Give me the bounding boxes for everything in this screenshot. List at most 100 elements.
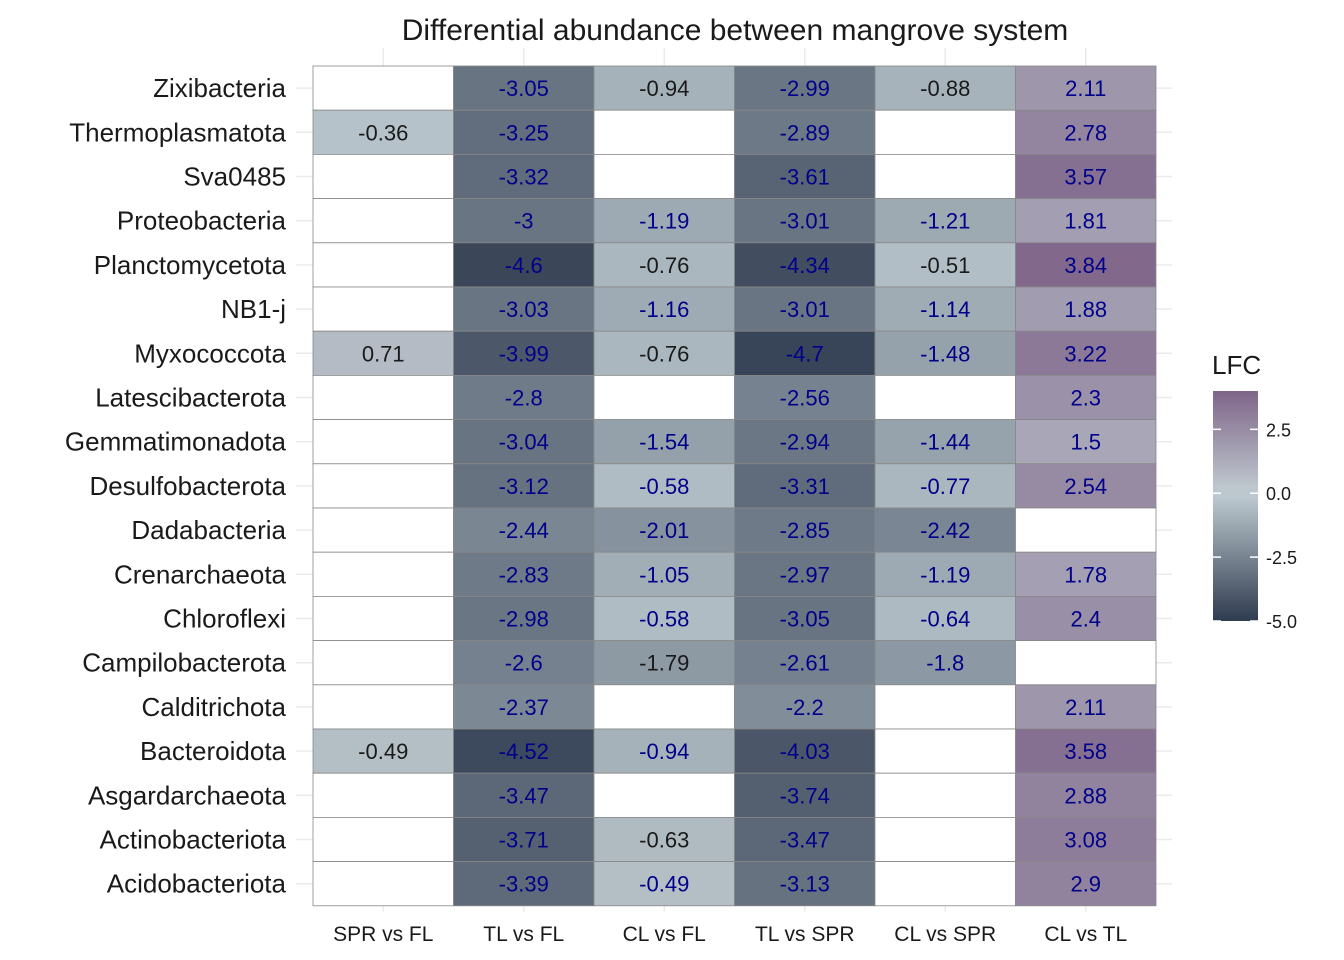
heatmap-cell — [734, 419, 876, 465]
heatmap-cell — [593, 242, 735, 288]
heatmap-cell — [734, 772, 876, 818]
heatmap-cell — [453, 419, 595, 465]
heatmap-cell — [874, 861, 1016, 907]
cell-value-label: 3.22 — [1064, 341, 1107, 366]
heatmap-cell — [874, 242, 1016, 288]
cell-value-label: -3.05 — [780, 607, 830, 632]
heatmap-cell — [453, 330, 595, 376]
cell-value-label: -3.32 — [499, 165, 549, 190]
heatmap-cell — [593, 551, 735, 597]
heatmap-cell — [1015, 374, 1157, 420]
y-tick-label: Sva0485 — [183, 162, 286, 192]
heatmap-cell — [312, 65, 454, 111]
heatmap-cell — [312, 242, 454, 288]
y-tick-label: Actinobacteriota — [100, 825, 287, 855]
heatmap-cell — [1015, 286, 1157, 332]
cell-value-label: 3.08 — [1064, 828, 1107, 853]
cell-value-label: 2.3 — [1070, 386, 1101, 411]
cell-value-label: -3.31 — [780, 474, 830, 499]
x-tick-label: TL vs SPR — [755, 923, 855, 946]
cell-value-label: -3.71 — [499, 828, 549, 853]
y-tick-label: Latescibacterota — [95, 383, 286, 413]
heatmap-cells: -3.05 -0.94 -2.99 -0.88 2.11 -0.36 -3.25 -2.89 2… — [312, 65, 1157, 907]
heatmap-cell — [874, 109, 1016, 155]
cell-value-label: -3.61 — [780, 165, 830, 190]
heatmap-cell — [1015, 861, 1157, 907]
heatmap-cell — [874, 153, 1016, 199]
heatmap-cell — [734, 242, 876, 288]
heatmap-cell — [1015, 684, 1157, 730]
heatmap-cell — [874, 330, 1016, 376]
heatmap-cell — [734, 728, 876, 774]
y-tick-label: Crenarchaeota — [114, 559, 287, 589]
heatmap-cell — [453, 772, 595, 818]
y-tick-label: Dadabacteria — [131, 515, 286, 545]
cell-value-label: -1.44 — [920, 430, 970, 455]
cell-value-label: -0.63 — [639, 828, 689, 853]
heatmap-cell — [1015, 728, 1157, 774]
heatmap-cell — [1015, 596, 1157, 642]
heatmap-cell — [453, 286, 595, 332]
cell-value-label: -2.37 — [499, 695, 549, 720]
y-axis-labels: Zixibacteria Thermoplasmatota Sva0485 Prote… — [65, 73, 287, 899]
heatmap-cell — [1015, 463, 1157, 509]
heatmap-cell — [312, 153, 454, 199]
heatmap-cell — [1015, 551, 1157, 597]
cell-value-label: -2.61 — [780, 651, 830, 676]
heatmap-cell — [1015, 419, 1157, 465]
heatmap-cell — [593, 109, 735, 155]
cell-value-label: -3.74 — [780, 783, 830, 808]
cell-value-label: -0.36 — [358, 120, 408, 145]
cell-value-label: 2.88 — [1064, 783, 1107, 808]
cell-value-label: -0.94 — [639, 739, 689, 764]
heatmap-cell — [734, 507, 876, 553]
heatmap-cell — [453, 198, 595, 244]
heatmap-cell — [874, 684, 1016, 730]
heatmap-cell — [453, 596, 595, 642]
cell-value-label: -1.54 — [639, 430, 689, 455]
heatmap-cell — [453, 109, 595, 155]
cell-value-label: -2.44 — [499, 518, 549, 543]
heatmap-cell — [734, 596, 876, 642]
heatmap-cell — [1015, 817, 1157, 863]
heatmap-cell — [453, 684, 595, 730]
cell-value-label: -1.14 — [920, 297, 970, 322]
heatmap-cell — [734, 153, 876, 199]
cell-value-label: -2.85 — [780, 518, 830, 543]
cell-value-label: -4.52 — [499, 739, 549, 764]
cell-value-label: -3.05 — [499, 76, 549, 101]
heatmap-cell — [874, 640, 1016, 686]
heatmap-cell — [734, 684, 876, 730]
cell-value-label: -0.88 — [920, 76, 970, 101]
chart-title: Differential abundance between mangrove … — [402, 14, 1069, 47]
cell-value-label: -3.04 — [499, 430, 549, 455]
cell-value-label: -3.03 — [499, 297, 549, 322]
cell-value-label: -4.34 — [780, 253, 830, 278]
cell-value-label: -1.48 — [920, 341, 970, 366]
cell-value-label: -2.8 — [505, 386, 543, 411]
heatmap-cell — [312, 109, 454, 155]
heatmap-cell — [453, 817, 595, 863]
cell-value-label: 1.88 — [1064, 297, 1107, 322]
legend-colorbar — [1213, 391, 1258, 621]
cell-value-label: -2.83 — [499, 562, 549, 587]
heatmap-cell — [453, 463, 595, 509]
x-tick-label: SPR vs FL — [333, 923, 433, 946]
cell-value-label: -4.03 — [780, 739, 830, 764]
x-tick-label: CL vs FL — [623, 923, 706, 946]
cell-value-label: -2.89 — [780, 120, 830, 145]
heatmap-cell — [734, 198, 876, 244]
cell-value-label: -2.2 — [786, 695, 824, 720]
cell-value-label: -1.79 — [639, 651, 689, 676]
heatmap-cell — [453, 65, 595, 111]
cell-value-label: 2.9 — [1070, 872, 1101, 897]
heatmap-cell — [1015, 109, 1157, 155]
cell-value-label: -0.64 — [920, 607, 970, 632]
cell-value-label: 0.71 — [362, 341, 405, 366]
legend-title: LFC — [1212, 350, 1261, 380]
legend-tick-label: -2.5 — [1266, 548, 1297, 568]
heatmap-cell — [312, 419, 454, 465]
heatmap-cell — [874, 463, 1016, 509]
heatmap-cell — [874, 772, 1016, 818]
